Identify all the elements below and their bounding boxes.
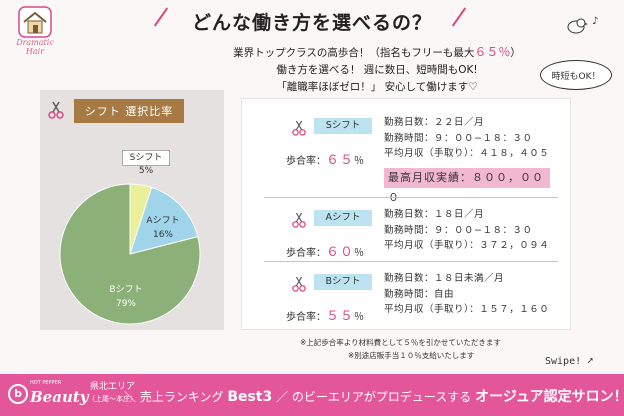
s-days: 勤務日数：２２日／月 <box>384 117 485 128</box>
footer-brand: Beauty <box>30 388 89 406</box>
s-best-income: 最高月収実績：８００，０００ <box>384 168 550 204</box>
shift-ratio-tag: シフト 選択比率 <box>74 99 184 123</box>
s-shift-rate: 歩合率：６５％ <box>286 153 365 168</box>
bird-icon: ♪ <box>564 12 604 42</box>
scissors-icon <box>292 276 306 292</box>
beauty-b-icon: b <box>8 384 28 404</box>
page-title: どんな働き方を選べるの？ <box>191 12 432 34</box>
s-shift-label: Sシフト <box>122 150 170 166</box>
b-shift-rate: 歩合率：５５％ <box>286 309 365 324</box>
divider <box>264 197 558 198</box>
a-shift-tag: Aシフト <box>314 210 372 226</box>
shift-pie-chart <box>59 183 201 325</box>
swipe-hint[interactable]: Swipe! ➚ <box>545 356 594 367</box>
svg-text:♪: ♪ <box>592 16 598 27</box>
a-days: 勤務日数：１８日／月 <box>384 209 485 220</box>
b-shift-label: Bシフト 79% <box>109 285 143 309</box>
footnotes: ※上記歩合率より材料費として５％を引かせていただきます ※別途店販手当１０％支給… <box>300 338 501 360</box>
a-income: 平均月収（手取り）：３７２，０９４ <box>384 240 550 251</box>
footer-hot-pepper: HOT PEPPER <box>30 380 62 386</box>
scissors-icon <box>48 100 64 124</box>
intro-text: 業界トップクラスの高歩合！（指名もフリーも最大６５％） 働き方を選べる！ 週に数… <box>232 44 522 96</box>
pie-slice-Bシフト <box>59 183 201 325</box>
scissors-icon <box>292 212 306 228</box>
footer-tagline: ＼ 売上ランキング Best3 ／ のビーエリアがプロデュースする オージュア認… <box>124 389 624 405</box>
pie-slice-Aシフト <box>129 186 199 255</box>
intro-line3: 「離職率ほぼゼロ！」 安心して働けます♡ <box>276 81 478 93</box>
s-income: 平均月収（手取り）：４１８，４０５ <box>384 148 550 159</box>
footer-banner: b HOT PEPPER Beauty 県北エリア （上尾〜本庄） ＼ 売上ラン… <box>0 374 624 416</box>
house-icon <box>18 6 52 38</box>
scissors-icon <box>292 120 306 136</box>
s-shift-pct: 5% <box>138 166 154 176</box>
intro-line1: 業界トップクラスの高歩合！（指名もフリーも最大 <box>233 47 475 59</box>
a-shift-label: Aシフト 16% <box>146 216 180 240</box>
s-shift-tag: Sシフト <box>314 118 372 134</box>
footer-area: 県北エリア （上尾〜本庄） <box>88 382 137 403</box>
divider <box>264 261 558 262</box>
intro-max-rate: ６５％ <box>474 45 511 59</box>
shift-details-panel: Sシフト 歩合率：６５％ 勤務日数：２２日／月 勤務時間：９：００−１８：３０ … <box>241 98 571 330</box>
b-hours: 勤務時間：自由 <box>384 288 455 300</box>
arrow-right-icon: ➚ <box>587 356 594 367</box>
b-income: 平均月収（手取り）：１５７，１６０ <box>384 304 550 315</box>
b-shift-tag: Bシフト <box>314 274 372 290</box>
a-hours: 勤務時間：９：００−１８：３０ <box>384 224 533 236</box>
a-shift-rate: 歩合率：６０％ <box>286 245 365 260</box>
salon-logo: Dramatic Hair <box>6 6 64 58</box>
b-days: 勤務日数：１８日未満／月 <box>384 273 505 284</box>
speech-bubble: 時短もOK！ <box>540 60 612 90</box>
logo-text: Dramatic Hair <box>16 38 54 56</box>
s-hours: 勤務時間：９：００−１８：３０ <box>384 132 533 144</box>
intro-line2: 働き方を選べる！ 週に数日、短時間もOK! <box>276 64 478 76</box>
